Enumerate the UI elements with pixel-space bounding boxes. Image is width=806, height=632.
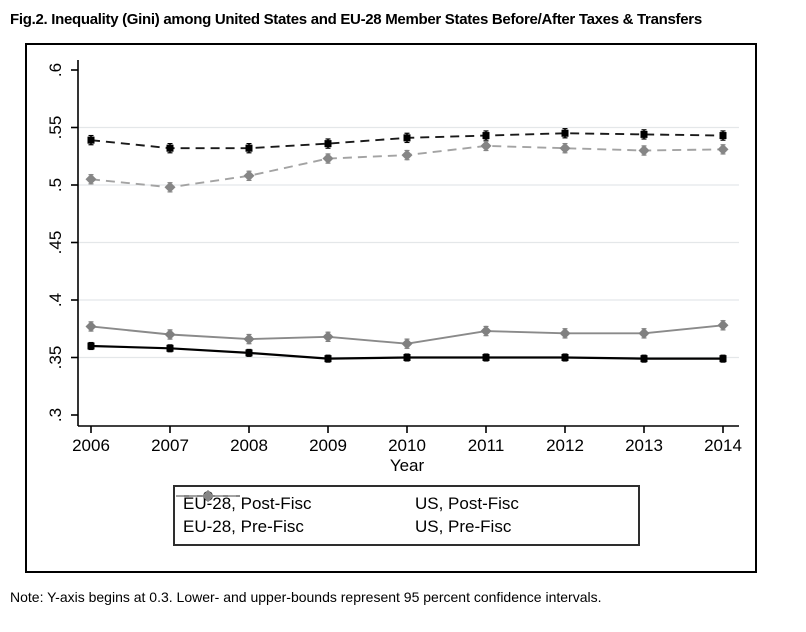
y-tick-label: .4 [46, 293, 65, 307]
marker-diamond [85, 320, 97, 332]
legend-item-us-pre-fisc: US, Pre-Fisc [176, 490, 632, 537]
marker-diamond [164, 329, 176, 340]
y-tick-label: .6 [46, 63, 65, 77]
gini-line-chart: .3 .35 .4 .45 .5 .55 .6 2006 2007 2008 2009 2010 201… [46, 60, 742, 475]
marker-diamond [322, 153, 334, 165]
y-tick-label: .55 [46, 116, 65, 140]
marker-diamond [243, 333, 255, 345]
legend-item-eu-28-pre-fisc: EU-28, Pre-Fisc [176, 491, 415, 537]
chart-frame: .3 .35 .4 .45 .5 .55 .6 2006 2007 2008 2009 2010 201… [25, 43, 757, 573]
y-tick-label: .3 [46, 408, 65, 422]
x-tick-label: 2006 [72, 436, 110, 455]
marker-square [166, 144, 174, 152]
series-us-post-fisc [85, 319, 729, 350]
marker-square [719, 355, 727, 363]
marker-square [640, 130, 648, 138]
marker-diamond [401, 149, 413, 161]
marker-diamond [638, 145, 650, 156]
marker-square [719, 132, 727, 140]
series-eu-28-post-fisc [87, 341, 727, 363]
marker-diamond [322, 331, 334, 343]
x-axis-title: Year [390, 456, 425, 475]
marker-diamond [717, 319, 729, 331]
gridlines [78, 126, 739, 359]
series-eu-28-pre-fisc [87, 128, 727, 154]
x-tick-label: 2014 [704, 436, 742, 455]
x-tick-label: 2013 [625, 436, 663, 455]
series-us-pre-fisc [85, 140, 729, 193]
marker-diamond [480, 140, 492, 152]
x-tick-label: 2010 [388, 436, 426, 455]
marker-diamond [559, 327, 571, 339]
marker-diamond [85, 173, 97, 185]
x-tick-label: 2012 [546, 436, 584, 455]
legend-item-us-post-fisc: US, Post-Fisc [176, 490, 632, 514]
marker-diamond [559, 142, 571, 154]
marker-square [482, 132, 490, 140]
marker-square [87, 342, 95, 350]
marker-square [482, 354, 490, 361]
legend-label: US, Pre-Fisc [415, 517, 512, 536]
marker-diamond [243, 170, 255, 182]
y-tick-label: .5 [46, 178, 65, 192]
marker-square [245, 349, 253, 357]
chart-legend: EU-28, Post-Fisc US, Post-Fisc EU-28, Pre-… [173, 485, 640, 546]
y-tick-label: .35 [46, 346, 65, 370]
marker-square [87, 136, 95, 144]
marker-diamond [164, 181, 176, 193]
marker-diamond [717, 143, 729, 155]
marker-square [640, 355, 648, 363]
marker-square [561, 354, 569, 361]
marker-square [324, 355, 332, 363]
marker-square [245, 144, 253, 152]
marker-diamond [480, 325, 492, 337]
marker-diamond [401, 338, 413, 350]
marker-square [166, 344, 174, 352]
y-tick-label: .45 [46, 231, 65, 255]
marker-square [324, 140, 332, 148]
x-tick-label: 2007 [151, 436, 189, 455]
x-tick-label: 2011 [468, 436, 505, 455]
x-tick-label: 2008 [230, 436, 268, 455]
figure-note: Note: Y-axis begins at 0.3. Lower- and u… [10, 589, 602, 605]
legend-label: EU-28, Post-Fisc [183, 494, 312, 513]
legend-label: US, Post-Fisc [415, 494, 519, 513]
marker-square [403, 354, 411, 361]
x-axis-ticks: 2006 2007 2008 2009 2010 2011 2012 2013 2014 Year [72, 426, 742, 475]
x-tick-label: 2009 [309, 436, 347, 455]
legend-key-sample [176, 490, 240, 502]
marker-diamond [638, 327, 650, 339]
marker-square [403, 134, 411, 142]
legend-label: EU-28, Pre-Fisc [183, 517, 304, 536]
y-axis-ticks: .3 .35 .4 .45 .5 .55 .6 [46, 63, 78, 422]
figure-title: Fig.2. Inequality (Gini) among United St… [10, 11, 702, 28]
marker-square [561, 129, 569, 137]
